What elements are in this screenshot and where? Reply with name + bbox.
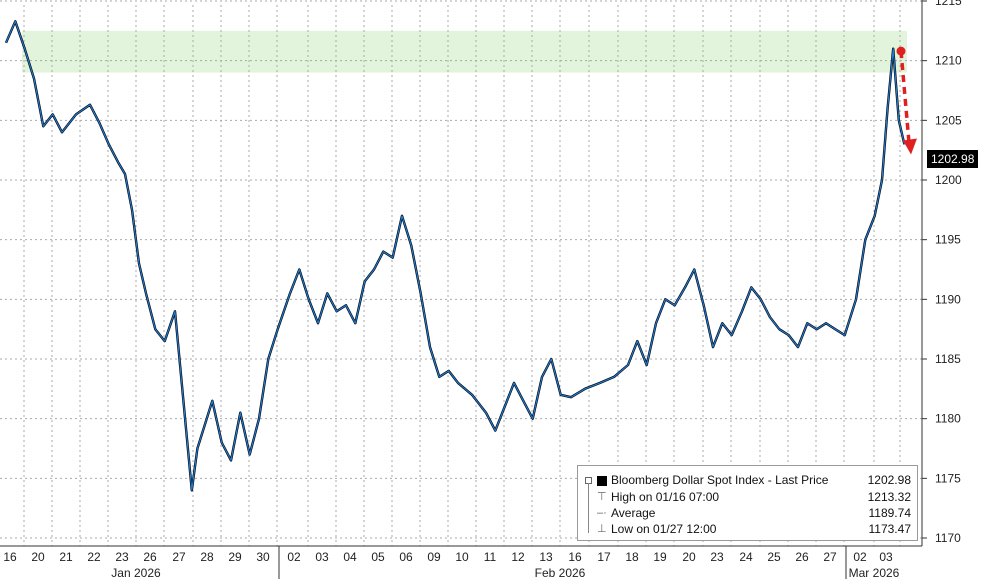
x-tick-label: 26 [143,550,157,564]
x-tick-label: 23 [115,550,129,564]
legend-average-value: 1189.74 [868,506,912,520]
y-tick-label: 1215 [935,0,962,8]
x-tick-label: 12 [511,550,525,564]
legend-row-average: –· Average 1189.74 [578,505,917,522]
month-label: Feb 2026 [535,566,586,579]
month-label: Jan 2026 [111,566,161,579]
y-tick-label: 1175 [935,471,961,485]
x-tick-label: 13 [539,550,553,564]
x-tick-label: 19 [653,550,667,564]
x-tick-label: 21 [59,550,73,564]
x-tick-label: 28 [200,550,214,564]
x-tick-label: 17 [597,550,611,564]
y-tick-label: 1185 [935,352,961,366]
x-tick-label: 02 [853,550,867,564]
y-tick-label: 1180 [935,412,961,426]
x-tick-label: 23 [710,550,724,564]
legend-series-label: Bloomberg Dollar Spot Index - Last Price [611,473,829,487]
x-tick-label: 20 [682,550,696,564]
x-tick-label: 18 [625,550,639,564]
x-tick-label: 06 [399,550,413,564]
last-price-tag: 1202.98 [927,150,979,168]
legend-row-high: ⊤ High on 01/16 07:00 1213.32 [578,489,917,506]
highlight-band [22,30,907,73]
x-tick-label: 16 [3,550,17,564]
x-tick-label: 16 [568,550,582,564]
x-tick-label: 30 [256,550,270,564]
high-marker-icon: ⊤ [597,491,607,503]
x-tick-label: 29 [228,550,242,564]
x-tick-label: 26 [795,550,809,564]
y-tick-label: 1190 [935,292,961,306]
legend: Bloomberg Dollar Spot Index - Last Price… [577,465,918,541]
x-tick-label: 04 [343,550,357,564]
legend-low-value: 1173.47 [868,522,912,536]
annotation-arrowhead [903,138,917,155]
x-tick-label: 27 [172,550,186,564]
x-tick-label: 03 [315,550,329,564]
x-tick-label: 09 [427,550,441,564]
x-tick-label: 10 [455,550,469,564]
series-shadow-line [4,20,906,492]
average-marker-icon: –· [597,507,607,519]
x-tick-label: 11 [484,550,497,564]
x-tick-label: 24 [739,550,753,564]
series-line [5,20,905,491]
legend-average-label: Average [611,506,656,520]
x-tick-label: 22 [87,550,101,564]
y-tick-label: 1200 [935,173,962,187]
x-tick-label: 25 [767,550,781,564]
x-tick-label: 27 [823,550,837,564]
y-tick-label: 1210 [935,54,962,68]
x-tick-label: 20 [31,550,45,564]
x-tick-label: 05 [371,550,385,564]
legend-row-low: ⊥ Low on 01/27 12:00 1173.47 [578,521,917,538]
legend-series-value: 1202.98 [867,473,911,487]
annotation-dashed-line [899,50,911,143]
x-tick-label: 02 [287,550,301,564]
legend-high-label: High on 01/16 07:00 [611,490,720,504]
series-swatch-icon [597,476,607,486]
legend-low-label: Low on 01/27 12:00 [611,522,717,536]
legend-high-value: 1213.32 [867,490,911,504]
y-tick-label: 1170 [935,531,961,545]
y-tick-label: 1205 [935,113,962,127]
legend-tree-line [588,483,589,533]
y-tick-label: 1195 [935,233,961,247]
legend-row-series: Bloomberg Dollar Spot Index - Last Price… [578,472,917,489]
month-label: Mar 2026 [849,566,900,579]
low-marker-icon: ⊥ [597,523,607,535]
x-tick-label: 03 [879,550,893,564]
